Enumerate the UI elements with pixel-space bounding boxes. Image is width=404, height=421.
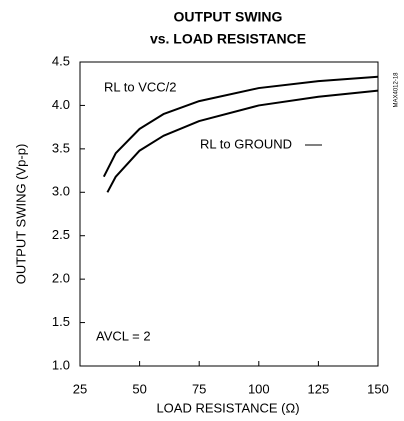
- y-tick-label: 2.5: [52, 227, 70, 242]
- series-line: [106, 89, 379, 193]
- annotation: AVCL = 2: [96, 328, 151, 343]
- x-tick-label: 125: [308, 381, 330, 396]
- legend-label: RL to GROUND: [200, 136, 292, 151]
- x-tick-label: 25: [73, 381, 87, 396]
- y-tick-label: 2.0: [52, 271, 70, 286]
- y-tick-label: 3.5: [52, 140, 70, 155]
- y-tick-label: 3.0: [52, 184, 70, 199]
- figure-code: MAX4012-18: [394, 72, 400, 108]
- x-tick-label: 50: [132, 381, 146, 396]
- x-tick-label: 150: [367, 381, 389, 396]
- plot-frame: [79, 61, 379, 367]
- y-tick-label: 4.5: [52, 53, 70, 68]
- y-tick-label: 4.0: [52, 97, 70, 112]
- x-axis-label: LOAD RESISTANCE (Ω): [156, 400, 299, 415]
- series-line: [102, 75, 379, 178]
- legend-label: RL to VCC/2: [104, 79, 177, 94]
- x-tick-label: 75: [192, 381, 206, 396]
- y-axis-label: OUTPUT SWING (Vp-p): [13, 144, 28, 285]
- y-tick-label: 1.0: [52, 357, 70, 372]
- x-tick-label: 100: [248, 381, 270, 396]
- chart-title: vs. LOAD RESISTANCE: [150, 31, 306, 47]
- chart-title: OUTPUT SWING: [174, 9, 283, 25]
- y-tick-label: 1.5: [52, 314, 70, 329]
